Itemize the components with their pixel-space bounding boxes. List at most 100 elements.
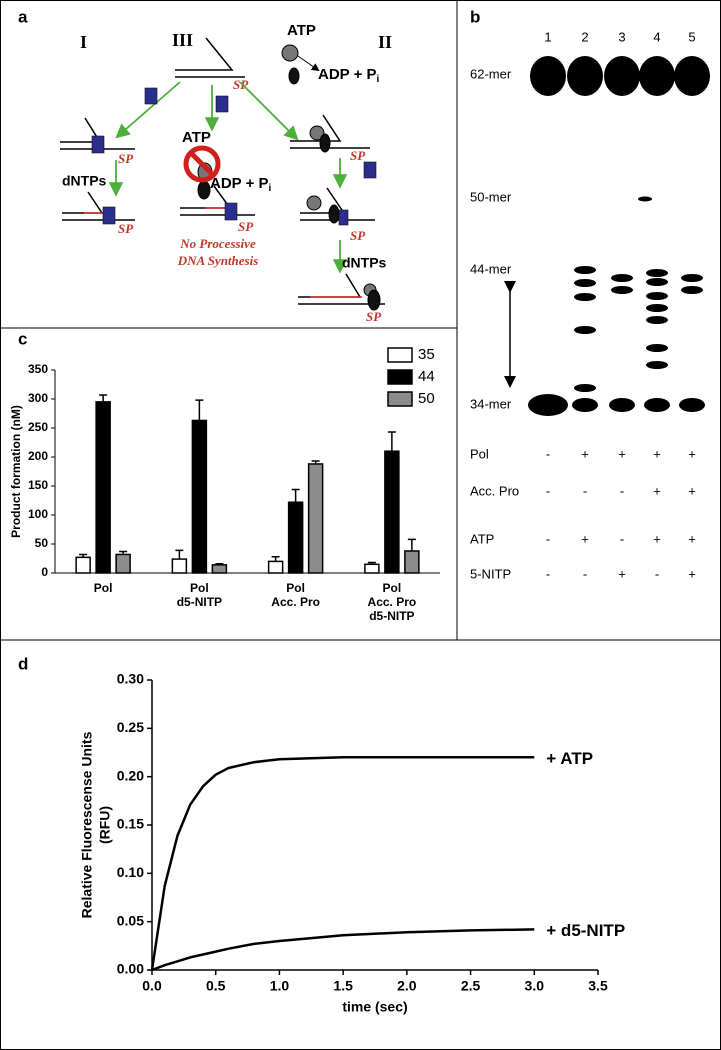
reagent: dNTPs <box>342 255 387 271</box>
gel-band <box>646 292 668 300</box>
scheme-label: III <box>172 30 193 50</box>
helicase <box>367 289 381 311</box>
gel-band <box>611 274 633 282</box>
y-tick-label: 0.00 <box>117 961 144 977</box>
polymerase <box>224 202 238 221</box>
no-symbol <box>189 151 215 177</box>
error-bar <box>99 394 108 402</box>
condition-mark: - <box>546 566 550 581</box>
error-bar <box>387 431 396 452</box>
bar <box>75 556 91 574</box>
bar <box>404 550 420 574</box>
bar <box>287 501 304 574</box>
gel-band <box>674 56 710 96</box>
condition-mark: + <box>653 531 661 546</box>
lane-number: 1 <box>544 29 551 44</box>
bar <box>191 419 208 574</box>
line <box>150 756 535 971</box>
gel-band <box>574 279 596 287</box>
size-marker: 50-mer <box>470 189 512 204</box>
panel-label: a <box>18 7 28 26</box>
gel-band <box>681 274 703 282</box>
gel-band <box>646 304 668 312</box>
y-axis-label: Product formation (nM) <box>9 405 23 538</box>
gel-band <box>681 286 703 294</box>
error-bar <box>271 556 280 562</box>
x-tick-label: Pol <box>190 581 209 595</box>
size-marker: 62-mer <box>470 66 512 81</box>
condition-mark: + <box>581 531 589 546</box>
polymerase <box>144 87 158 105</box>
gel-band <box>644 398 670 412</box>
bar <box>95 401 111 574</box>
condition-mark: + <box>618 566 626 581</box>
y-tick-label: 150 <box>28 478 48 492</box>
condition-mark: + <box>688 483 696 498</box>
y-tick-label: 0.20 <box>117 767 144 783</box>
bar <box>211 564 228 574</box>
gel-band <box>639 56 675 96</box>
condition-mark: - <box>546 483 550 498</box>
y-tick-label: 0.30 <box>117 671 144 687</box>
condition-mark: - <box>655 566 659 581</box>
y-tick-label: 0.15 <box>117 816 144 832</box>
reagent: ADP + Pi <box>318 66 380 85</box>
error-bar <box>79 553 88 558</box>
sp-label: SP <box>350 228 366 243</box>
legend-swatch <box>387 369 413 385</box>
polymerase <box>338 209 349 226</box>
condition-mark: + <box>618 446 626 461</box>
condition-mark: - <box>546 446 550 461</box>
sp-label: SP <box>238 219 254 234</box>
reagent: ADP + Pi <box>210 175 272 194</box>
condition-mark: + <box>581 446 589 461</box>
gel-band <box>638 196 652 202</box>
x-tick-label: d5-NITP <box>177 595 222 609</box>
polymerase <box>102 206 116 225</box>
y-tick-label: 0 <box>41 565 48 579</box>
reagent: ATP <box>287 22 316 39</box>
panel-label: c <box>18 329 27 348</box>
bar <box>171 558 188 574</box>
condition-mark: + <box>688 566 696 581</box>
note: DNA Synthesis <box>177 253 259 268</box>
error-bar <box>311 460 320 464</box>
sp-label: SP <box>366 309 382 324</box>
legend-label: 35 <box>418 346 435 363</box>
condition-label: Pol <box>470 446 489 461</box>
panel-c: c 0 50 100 150 200 250 300 350 Product formation… <box>9 329 440 623</box>
legend-label: 50 <box>418 390 435 407</box>
x-tick-label: Acc. Pro <box>271 595 320 609</box>
subscript: i <box>269 183 272 194</box>
condition-mark: - <box>620 483 624 498</box>
x-tick-label: 2.5 <box>461 978 481 994</box>
x-tick-label: Pol <box>383 581 402 595</box>
x-tick-label: 2.0 <box>397 978 417 994</box>
sp-label: SP <box>118 221 134 236</box>
no-symbol <box>183 145 221 183</box>
x-tick-label: 0.0 <box>142 978 162 994</box>
condition-mark: - <box>620 531 624 546</box>
bar <box>267 560 284 574</box>
error-bar <box>175 549 184 560</box>
y-tick-label: 100 <box>28 507 48 521</box>
lane-number: 2 <box>581 29 588 44</box>
helicase <box>197 180 211 200</box>
helicase <box>328 204 340 224</box>
bar <box>364 563 380 574</box>
gel-band <box>646 344 668 352</box>
legend-swatch <box>387 347 413 363</box>
y-tick-label: 250 <box>28 420 48 434</box>
arrow <box>239 81 299 141</box>
x-tick-label: 3.0 <box>525 978 545 994</box>
condition-mark: + <box>688 531 696 546</box>
condition-mark: + <box>688 446 696 461</box>
panel-a: a I III II SP SP dNTPs SP ATP ADP + Pi S… <box>18 7 392 324</box>
helicase <box>288 67 300 85</box>
gel-band <box>530 56 566 96</box>
gel-band <box>679 398 705 412</box>
error-bar <box>195 399 204 421</box>
condition-mark: + <box>653 446 661 461</box>
y-tick-label: 0.10 <box>117 864 144 880</box>
panel-label: d <box>18 654 28 673</box>
